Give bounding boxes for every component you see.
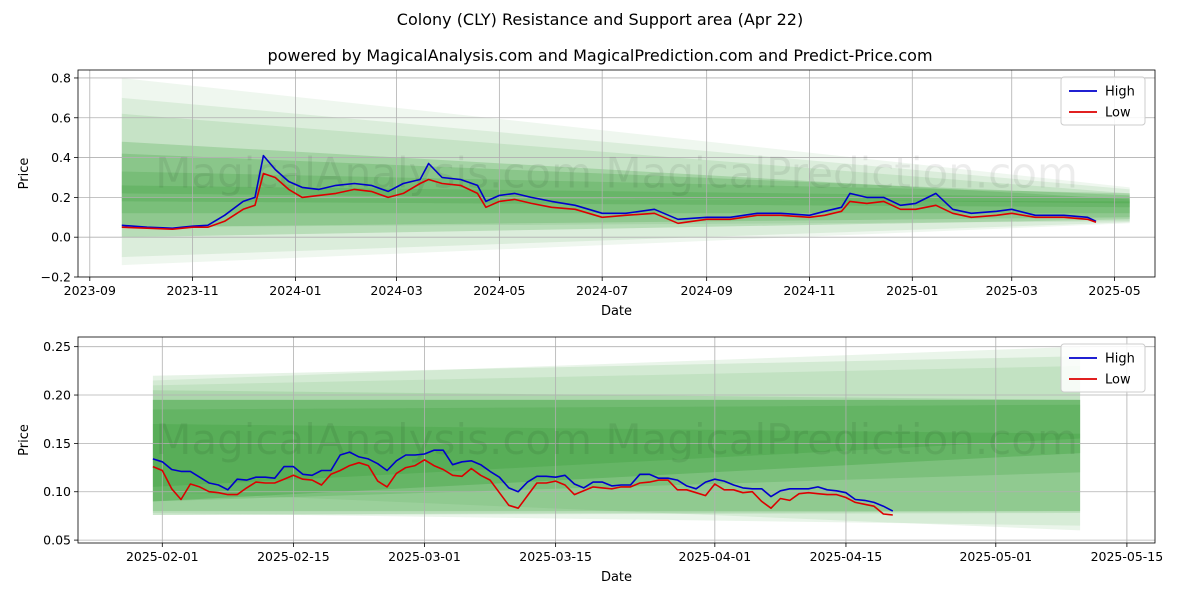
bottom-y-tick-label-2: 0.15 <box>43 436 71 451</box>
chart-subtitle: powered by MagicalAnalysis.com and Magic… <box>267 46 933 65</box>
top-legend-label-low: Low <box>1105 106 1131 121</box>
bottom-legend-label-low: Low <box>1105 373 1131 388</box>
top-chart-panel: MagicalAnalysis.com MagicalPrediction.co… <box>17 69 1156 319</box>
top-band-7 <box>121 78 1130 266</box>
top-plot-area: MagicalAnalysis.com MagicalPrediction.co… <box>78 70 1155 277</box>
chart-title: Colony (CLY) Resistance and Support area… <box>396 10 804 29</box>
top-y-tick-label-1: 0.0 <box>51 230 71 245</box>
bottom-chart-panel: MagicalAnalysis.com MagicalPrediction.co… <box>17 336 1164 585</box>
bottom-legend-label-high: High <box>1105 352 1135 367</box>
top-x-tick-label-7: 2024-11 <box>783 283 835 298</box>
top-x-tick-label-8: 2025-01 <box>886 283 938 298</box>
bottom-watermark: MagicalAnalysis.com MagicalPrediction.co… <box>155 415 1078 464</box>
top-x-tick-label-3: 2024-03 <box>370 283 422 298</box>
bottom-x-tick-label-4: 2025-04-01 <box>679 549 752 564</box>
top-watermark: MagicalAnalysis.com MagicalPrediction.co… <box>155 149 1078 198</box>
top-axes-frame <box>77 69 1156 278</box>
bottom-x-tick-label-6: 2025-05-01 <box>959 549 1032 564</box>
top-band-5 <box>121 113 1130 228</box>
bottom-y-tick-label-1: 0.10 <box>43 484 71 499</box>
top-band-0 <box>121 141 1130 204</box>
bottom-x-tick-label-0: 2025-02-01 <box>126 549 199 564</box>
bottom-band-5 <box>152 356 1081 515</box>
top-x-tick-label-4: 2024-05 <box>473 283 525 298</box>
bottom-band-1 <box>152 404 1081 487</box>
bottom-legend-box <box>1060 343 1146 393</box>
bottom-y-axis-label: Price <box>17 424 32 456</box>
top-band-4 <box>121 197 1130 238</box>
bottom-band-4 <box>152 390 1081 515</box>
top-legend-label-high: High <box>1105 85 1135 100</box>
top-series-line-high <box>121 154 1097 229</box>
top-y-tick-label-3: 0.4 <box>51 150 71 165</box>
top-x-axis-label: Date <box>601 304 632 319</box>
bottom-y-tick-label-4: 0.25 <box>43 339 71 354</box>
bottom-y-tick-label-3: 0.20 <box>43 388 71 403</box>
top-band-3 <box>121 185 1130 228</box>
top-series-line-low <box>121 172 1097 230</box>
top-band-6 <box>121 97 1130 258</box>
bottom-x-tick-label-3: 2025-03-15 <box>519 549 592 564</box>
bottom-x-tick-label-5: 2025-04-15 <box>810 549 883 564</box>
top-x-tick-label-2: 2024-01 <box>269 283 321 298</box>
top-x-tick-label-0: 2023-09 <box>64 283 116 298</box>
top-y-tick-label-0: −0.2 <box>41 270 71 285</box>
bottom-x-tick-label-1: 2025-02-15 <box>257 549 330 564</box>
top-x-tick-label-10: 2025-05 <box>1088 283 1140 298</box>
top-y-tick-label-4: 0.6 <box>51 110 71 125</box>
top-x-tick-label-9: 2025-03 <box>986 283 1038 298</box>
top-x-tick-label-6: 2024-09 <box>681 283 733 298</box>
bottom-series-line-low <box>152 459 893 516</box>
bottom-x-tick-label-7: 2025-05-15 <box>1091 549 1164 564</box>
top-legend-box <box>1060 76 1146 126</box>
bottom-band-6 <box>152 346 1081 531</box>
top-band-1 <box>121 153 1130 208</box>
bottom-legend: High Low <box>1060 343 1146 393</box>
top-x-tick-label-1: 2023-11 <box>166 283 218 298</box>
top-legend: High Low <box>1060 76 1146 126</box>
bottom-plot-area: MagicalAnalysis.com MagicalPrediction.co… <box>78 337 1155 543</box>
bottom-band-2 <box>152 399 1081 512</box>
top-x-tick-label-5: 2024-07 <box>576 283 628 298</box>
top-y-axis-label: Price <box>17 158 32 190</box>
top-y-tick-label-5: 0.8 <box>51 70 71 85</box>
top-y-tick-label-2: 0.2 <box>51 190 71 205</box>
bottom-x-tick-label-2: 2025-03-01 <box>388 549 461 564</box>
bottom-series-line-high <box>152 449 894 512</box>
bottom-band-0 <box>152 399 1081 502</box>
bottom-y-tick-label-0: 0.05 <box>43 533 71 548</box>
bottom-x-axis-label: Date <box>601 570 632 585</box>
bottom-axes-frame <box>77 336 1156 544</box>
